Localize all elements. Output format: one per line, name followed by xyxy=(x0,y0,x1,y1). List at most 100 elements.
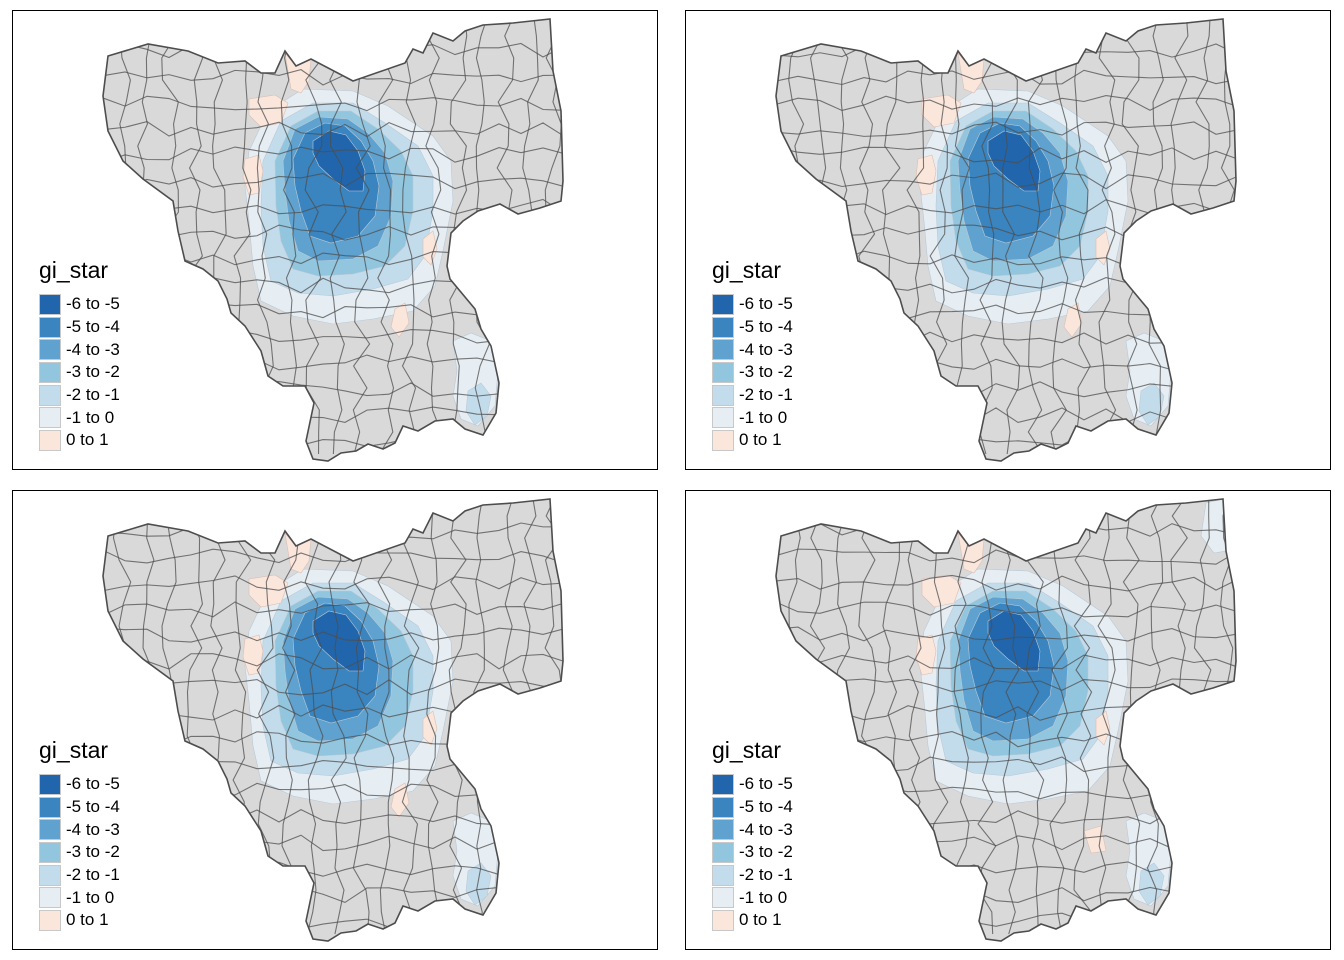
legend-item: 0 to 1 xyxy=(39,909,120,932)
map-panel-top-left: gi_star -6 to -5 -5 to -4 -4 to -3 -3 to -2 -… xyxy=(12,10,658,470)
district-border xyxy=(776,601,1236,618)
legend-title: gi_star xyxy=(712,257,782,283)
legend-item: -3 to -2 xyxy=(39,361,120,384)
gi-star-zone-positive xyxy=(248,574,289,608)
legend-item: -3 to -2 xyxy=(712,361,793,384)
district-border xyxy=(776,172,1236,190)
legend-swatch xyxy=(712,909,734,931)
legend-item: -2 to -1 xyxy=(39,384,120,407)
legend-label: -3 to -2 xyxy=(66,362,120,382)
district-border xyxy=(1074,19,1092,455)
district-border xyxy=(103,69,563,86)
district-border xyxy=(1098,19,1117,455)
district-border xyxy=(352,499,372,935)
legend-item: -5 to -4 xyxy=(39,316,120,339)
district-border xyxy=(776,146,1236,164)
legend-label: -4 to -3 xyxy=(739,339,793,359)
gi-star-zone-positive xyxy=(915,154,937,196)
legend-label: -3 to -2 xyxy=(739,842,793,862)
legend-swatch xyxy=(712,796,734,818)
legend-swatch xyxy=(712,819,734,841)
legend-swatch xyxy=(712,339,734,361)
gi-star-zone xyxy=(987,130,1041,192)
district-border xyxy=(103,575,563,592)
legend-label: -2 to -1 xyxy=(739,385,793,405)
district-border xyxy=(400,499,420,935)
legend-label: 0 to 1 xyxy=(66,910,109,930)
district-border xyxy=(954,19,970,455)
legend-item: -4 to -3 xyxy=(712,818,793,841)
district-border xyxy=(103,146,563,164)
legend-label: -3 to -2 xyxy=(739,362,793,382)
legend-item: -6 to -5 xyxy=(39,293,120,316)
gi-star-zone-positive xyxy=(921,574,962,608)
legend-title: gi_star xyxy=(39,257,109,283)
district-border xyxy=(776,574,1236,592)
legend-item: -6 to -5 xyxy=(712,773,793,796)
legend-item: 0 to 1 xyxy=(712,909,793,932)
choropleth-map xyxy=(775,498,1237,942)
legend-item: -1 to 0 xyxy=(712,886,793,909)
district-border xyxy=(377,499,395,935)
district-border xyxy=(1050,19,1069,455)
legend-label: -4 to -3 xyxy=(739,819,793,839)
legend-swatch xyxy=(39,429,61,451)
legend: gi_star -6 to -5 -5 to -4 -4 to -3 -3 to -2 -… xyxy=(39,257,120,452)
legend-item: -6 to -5 xyxy=(712,293,793,316)
legend-swatch xyxy=(39,361,61,383)
district-border xyxy=(329,19,347,455)
legend-label: -3 to -2 xyxy=(66,842,120,862)
study-area-outline xyxy=(102,18,564,462)
gi-star-zone-positive xyxy=(390,782,410,818)
map-panel-bottom-right: gi_star -6 to -5 -5 to -4 -4 to -3 -3 to -2 -… xyxy=(685,490,1331,950)
legend: gi_star -6 to -5 -5 to -4 -4 to -3 -3 to -2 -… xyxy=(39,737,120,932)
district-border xyxy=(776,95,1236,112)
legend-label: -2 to -1 xyxy=(66,865,120,885)
district-border xyxy=(1097,499,1116,935)
legend-swatch xyxy=(39,864,61,886)
legend-title: gi_star xyxy=(39,737,109,763)
legend-swatch xyxy=(712,429,734,451)
study-area-outline xyxy=(775,18,1237,462)
legend-item: 0 to 1 xyxy=(712,429,793,452)
legend-item: -2 to -1 xyxy=(712,864,793,887)
legend-label: -4 to -3 xyxy=(66,339,120,359)
legend-item: -2 to -1 xyxy=(39,864,120,887)
legend-swatch xyxy=(39,384,61,406)
legend-label: -2 to -1 xyxy=(66,385,120,405)
legend-swatch xyxy=(39,796,61,818)
legend-item: -3 to -2 xyxy=(39,841,120,864)
district-border xyxy=(1025,19,1044,455)
choropleth-map xyxy=(102,18,564,462)
legend-item: -4 to -3 xyxy=(39,818,120,841)
legend-item: 0 to 1 xyxy=(39,429,120,452)
choropleth-map xyxy=(775,18,1237,462)
legend-swatch xyxy=(712,407,734,429)
gi-star-zone-positive xyxy=(422,710,438,746)
legend-swatch xyxy=(39,887,61,909)
legend-swatch xyxy=(712,773,734,795)
legend-label: -6 to -5 xyxy=(739,294,793,314)
map-panel-top-right: gi_star -6 to -5 -5 to -4 -4 to -3 -3 to -2 -… xyxy=(685,10,1331,470)
legend-label: -1 to 0 xyxy=(66,887,115,907)
gi-star-zone xyxy=(465,862,492,906)
legend-label: -5 to -4 xyxy=(739,797,793,817)
district-border xyxy=(1025,499,1045,935)
legend-label: -5 to -4 xyxy=(66,317,120,337)
legend-item: -1 to 0 xyxy=(39,886,120,909)
legend-label: 0 to 1 xyxy=(66,430,109,450)
legend-label: -2 to -1 xyxy=(739,865,793,885)
district-border xyxy=(776,626,1236,642)
legend-label: -6 to -5 xyxy=(66,774,120,794)
legend-swatch xyxy=(39,339,61,361)
map-panel-bottom-left: gi_star -6 to -5 -5 to -4 -4 to -3 -3 to -2 -… xyxy=(12,490,658,950)
legend-label: -1 to 0 xyxy=(739,887,788,907)
legend-label: -6 to -5 xyxy=(66,294,120,314)
district-border xyxy=(977,499,997,935)
district-border xyxy=(979,19,995,455)
legend-label: -1 to 0 xyxy=(66,407,115,427)
district-border xyxy=(352,19,371,455)
legend-swatch xyxy=(712,293,734,315)
gi-star-zone-positive xyxy=(422,230,438,266)
legend-title: gi_star xyxy=(712,737,782,763)
